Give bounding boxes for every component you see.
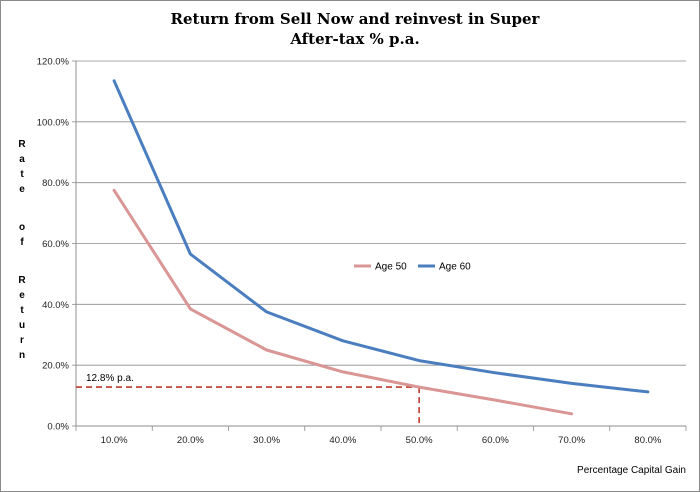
chart-title: Return from Sell Now and reinvest in Sup… bbox=[171, 10, 541, 28]
x-tick-label: 60.0% bbox=[482, 435, 509, 446]
x-tick-label: 20.0% bbox=[177, 435, 204, 446]
y-axis-label-letter: a bbox=[19, 154, 25, 165]
y-tick-label: 120.0% bbox=[37, 57, 70, 68]
y-axis-label-letter: t bbox=[20, 305, 24, 316]
y-tick-label: 20.0% bbox=[42, 361, 69, 372]
legend: Age 50 Age 60 bbox=[354, 262, 471, 273]
annotation-label: 12.8% p.a. bbox=[86, 373, 134, 384]
axes bbox=[75, 61, 687, 431]
y-tick-label: 40.0% bbox=[42, 300, 69, 311]
x-tick-labels: 10.0% 20.0% 30.0% 40.0% 50.0% 60.0% 70.0% 80.0% bbox=[101, 435, 662, 446]
x-tick-label: 80.0% bbox=[634, 435, 661, 446]
y-tick-label: 100.0% bbox=[37, 117, 70, 128]
annotation: 12.8% p.a. bbox=[76, 373, 420, 426]
y-axis-label-letter: n bbox=[19, 350, 25, 361]
y-axis-label-letter: R bbox=[18, 139, 26, 150]
x-tick-label: 50.0% bbox=[406, 435, 433, 446]
y-axis-label-letter: e bbox=[19, 184, 25, 195]
y-axis-label-letter: r bbox=[20, 335, 24, 346]
y-axis-label-letter: t bbox=[20, 169, 24, 180]
x-tick-label: 10.0% bbox=[101, 435, 128, 446]
y-tick-label: 80.0% bbox=[42, 178, 69, 189]
legend-label: Age 60 bbox=[439, 262, 471, 273]
grid-lines bbox=[72, 60, 686, 427]
y-tick-label: 60.0% bbox=[42, 239, 69, 250]
y-axis-label-letter: u bbox=[19, 320, 25, 331]
y-axis-label-letter: R bbox=[18, 275, 26, 286]
x-tick-label: 30.0% bbox=[253, 435, 280, 446]
chart-subtitle: After-tax % p.a. bbox=[289, 30, 419, 48]
y-axis-label-letter: o bbox=[19, 222, 25, 233]
y-tick-label: 0.0% bbox=[47, 422, 69, 433]
y-axis-label-letter: f bbox=[20, 237, 24, 248]
x-axis-label: Percentage Capital Gain bbox=[577, 465, 686, 476]
x-tick-label: 70.0% bbox=[558, 435, 585, 446]
y-tick-labels: 0.0% 20.0% 40.0% 60.0% 80.0% 100.0% 120.0% bbox=[37, 57, 70, 433]
series-lines bbox=[112, 79, 650, 416]
x-tick-label: 40.0% bbox=[329, 435, 356, 446]
legend-label: Age 50 bbox=[375, 262, 407, 273]
series-line-age-60 bbox=[112, 79, 650, 394]
series-line-age-50 bbox=[112, 188, 574, 416]
y-axis-label-letter: e bbox=[19, 290, 25, 301]
